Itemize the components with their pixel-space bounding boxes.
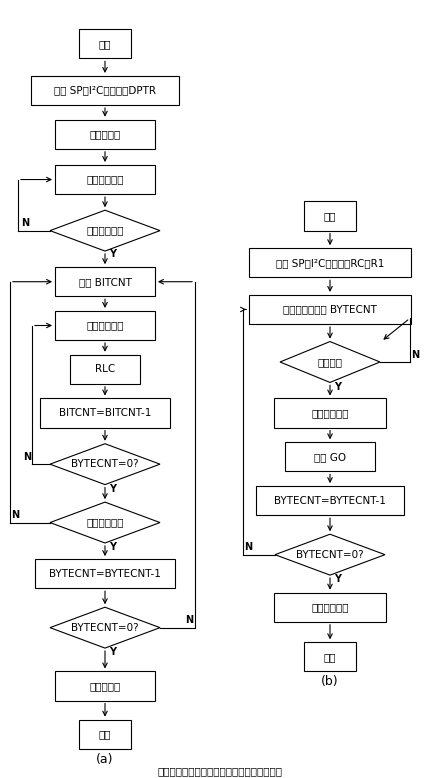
Text: Y: Y xyxy=(334,574,341,584)
Text: BITCNT=BITCNT-1: BITCNT=BITCNT-1 xyxy=(59,408,151,418)
Text: Y: Y xyxy=(109,647,116,657)
Text: 设置 SP、I²C、中断、RC、R1: 设置 SP、I²C、中断、RC、R1 xyxy=(276,258,384,268)
Bar xyxy=(40,398,170,428)
Text: 有中断？: 有中断？ xyxy=(318,357,342,367)
Text: BYTECNT=0?: BYTECNT=0? xyxy=(71,622,139,633)
Bar xyxy=(70,355,140,384)
Text: 设置 GO: 设置 GO xyxy=(314,452,346,462)
Text: N: N xyxy=(185,615,193,626)
Bar xyxy=(55,671,155,701)
Bar xyxy=(35,559,175,588)
Text: Y: Y xyxy=(109,542,116,552)
Text: 发送分机地址: 发送分机地址 xyxy=(86,174,124,184)
Text: N: N xyxy=(23,452,31,462)
Text: BYTECNT=0?: BYTECNT=0? xyxy=(71,459,139,469)
Text: N: N xyxy=(11,510,19,520)
Text: BYTECNT=BYTECNT-1: BYTECNT=BYTECNT-1 xyxy=(274,496,386,506)
Polygon shape xyxy=(50,443,160,485)
Text: 设置字节计数器 BYTECNT: 设置字节计数器 BYTECNT xyxy=(283,304,377,314)
Polygon shape xyxy=(50,502,160,543)
Text: Y: Y xyxy=(109,484,116,494)
Text: Y: Y xyxy=(334,382,341,392)
Text: 发送一位数据: 发送一位数据 xyxy=(86,321,124,331)
Bar xyxy=(304,202,356,230)
Text: 接收最后一位: 接收最后一位 xyxy=(311,602,349,612)
Text: 存储接收数据: 存储接收数据 xyxy=(311,408,349,418)
Bar xyxy=(304,643,356,671)
Text: Y: Y xyxy=(109,249,116,259)
Bar xyxy=(249,295,411,324)
Text: BYTECNT=BYTECNT-1: BYTECNT=BYTECNT-1 xyxy=(49,569,161,579)
Text: (a): (a) xyxy=(96,752,114,766)
Text: 分机已应答？: 分机已应答？ xyxy=(86,517,124,527)
Text: 发送停止位: 发送停止位 xyxy=(89,681,121,691)
Text: 主机传送、分机接收时主机与分机软件流程图: 主机传送、分机接收时主机与分机软件流程图 xyxy=(158,766,282,776)
Text: 分机已应答？: 分机已应答？ xyxy=(86,226,124,236)
Polygon shape xyxy=(50,210,160,251)
Bar xyxy=(55,267,155,296)
Text: BYTECNT=0?: BYTECNT=0? xyxy=(296,550,364,559)
Bar xyxy=(55,120,155,149)
Bar xyxy=(31,76,179,105)
Text: 开始: 开始 xyxy=(324,211,336,221)
Bar xyxy=(249,248,411,277)
Text: 结束: 结束 xyxy=(99,729,111,739)
Bar xyxy=(285,442,375,471)
Text: 结束: 结束 xyxy=(324,652,336,662)
Bar xyxy=(79,720,131,748)
Text: RLC: RLC xyxy=(95,364,115,374)
Polygon shape xyxy=(280,342,380,383)
Text: N: N xyxy=(21,219,29,228)
Text: 设置 BITCNT: 设置 BITCNT xyxy=(79,277,132,287)
Bar xyxy=(274,593,386,622)
Bar xyxy=(55,311,155,340)
Polygon shape xyxy=(275,534,385,575)
Text: N: N xyxy=(244,542,252,552)
Bar xyxy=(256,486,404,515)
Text: 设置 SP、I²C、数据、DPTR: 设置 SP、I²C、数据、DPTR xyxy=(54,86,156,96)
Bar xyxy=(274,398,386,428)
Bar xyxy=(55,165,155,194)
Bar xyxy=(79,30,131,58)
Polygon shape xyxy=(50,607,160,648)
Text: N: N xyxy=(411,349,419,359)
Text: 发送启动位: 发送启动位 xyxy=(89,129,121,139)
Text: 开始: 开始 xyxy=(99,39,111,49)
Text: (b): (b) xyxy=(321,675,339,689)
